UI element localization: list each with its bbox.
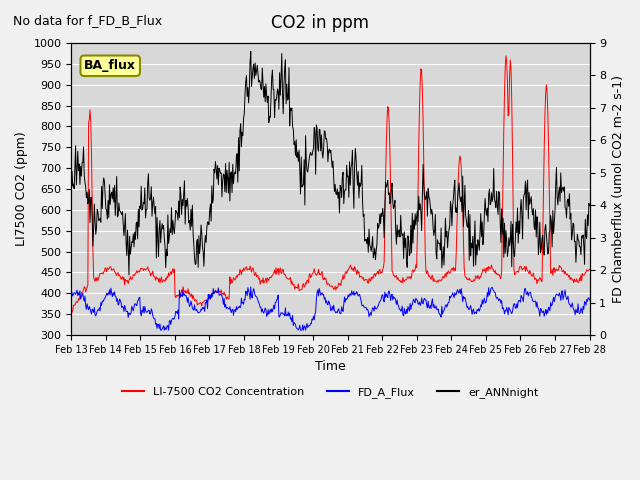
X-axis label: Time: Time [315, 360, 346, 373]
Text: No data for f_FD_B_Flux: No data for f_FD_B_Flux [13, 14, 162, 27]
Y-axis label: LI7500 CO2 (ppm): LI7500 CO2 (ppm) [15, 132, 28, 246]
Y-axis label: FD Chamberflux (umol CO2 m-2 s-1): FD Chamberflux (umol CO2 m-2 s-1) [612, 75, 625, 303]
Text: BA_flux: BA_flux [84, 59, 136, 72]
Text: CO2 in ppm: CO2 in ppm [271, 14, 369, 33]
Legend: LI-7500 CO2 Concentration, FD_A_Flux, er_ANNnight: LI-7500 CO2 Concentration, FD_A_Flux, er… [118, 383, 543, 402]
